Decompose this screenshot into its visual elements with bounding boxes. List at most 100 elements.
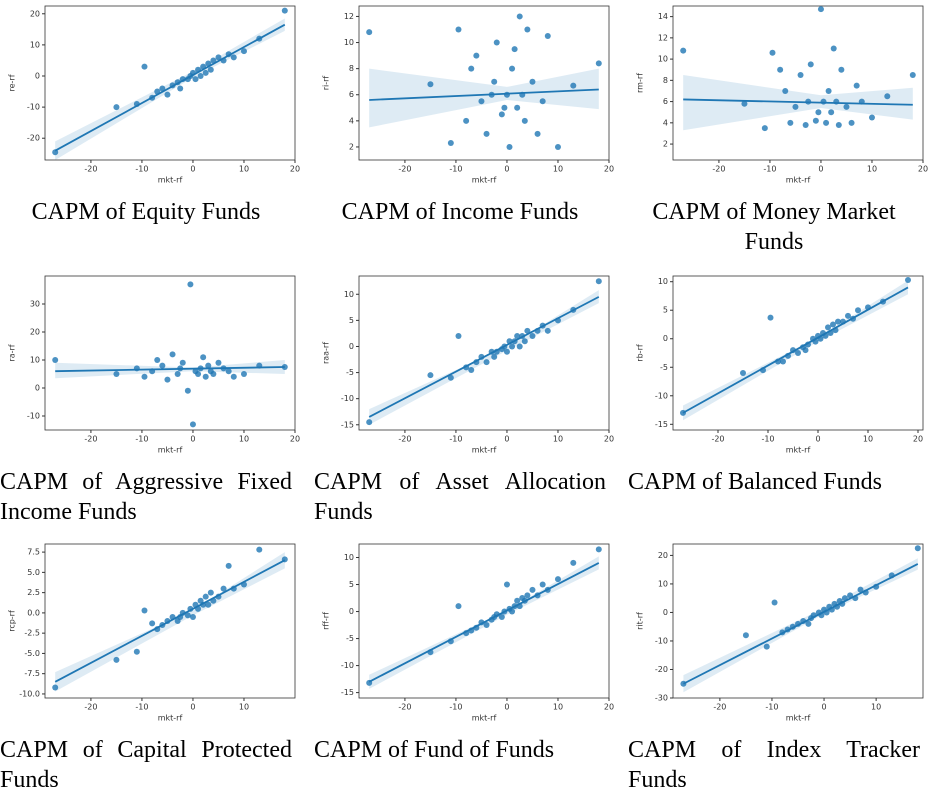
x-tick-label: -10	[449, 435, 462, 444]
y-tick-label: 10	[30, 40, 40, 49]
x-tick-label: -10	[761, 435, 774, 444]
scatter-chart: -20 -10 0 10 20 2 4 6 8 10 12 14 mkt-rf rm-rf	[636, 5, 928, 185]
scatter-point	[220, 585, 227, 592]
scatter-point	[825, 324, 831, 331]
y-tick-label: 0	[35, 384, 40, 393]
y-tick-label: 0	[35, 72, 40, 81]
scatter-chart: -20 -10 0 10 -10.0 -7.5 -5.0 -2.5 0.0 2.5 5.0 7.5 mk…	[8, 543, 296, 723]
plot-frame	[358, 543, 610, 699]
y-tick-label: 6	[349, 90, 354, 99]
x-tick-label: 10	[871, 703, 881, 712]
plot-frame	[44, 275, 296, 431]
y-tick-label: 10	[30, 356, 40, 365]
chart-cell: -20 -10 0 10 20 -10 0 10 20 30 mkt-rf ra-rf CAPM of …	[0, 270, 314, 538]
y-tick-label: -10	[341, 394, 354, 403]
chart-caption: CAPM of Capital Protected Funds	[0, 737, 292, 793]
scatter-point	[154, 357, 161, 363]
scatter-point	[514, 104, 521, 111]
confidence-band	[55, 18, 285, 161]
scatter-point	[815, 109, 822, 116]
scatter-point	[554, 576, 561, 583]
scatter-point	[817, 6, 824, 13]
scatter-point	[225, 562, 232, 569]
scatter-point	[192, 76, 199, 83]
y-tick-label: 10	[658, 55, 668, 64]
scatter-point	[914, 545, 921, 552]
chart-cell: -20 -10 0 10 -10.0 -7.5 -5.0 -2.5 0.0 2.5 5.0 7.5 mk…	[0, 538, 314, 804]
scatter-point	[366, 29, 373, 36]
scatter-point	[521, 338, 528, 345]
scatter-point	[483, 622, 490, 629]
scatter-point	[177, 85, 184, 92]
x-tick-label: 0	[818, 165, 823, 174]
scatter-point	[366, 419, 373, 426]
x-axis-label: mkt-rf	[158, 446, 183, 455]
x-tick-label: 0	[504, 165, 509, 174]
y-axis-label: rm-rf	[636, 73, 645, 93]
scatter-point	[763, 643, 770, 650]
y-tick-label: 0	[349, 607, 354, 616]
y-tick-label: 10	[344, 553, 354, 562]
scatter-point	[855, 307, 861, 314]
scatter-point	[771, 599, 778, 606]
regression-line	[369, 88, 599, 101]
y-tick-label: 2	[349, 142, 354, 151]
scatter-point	[534, 130, 541, 137]
scatter-point	[595, 546, 602, 553]
scatter-point	[802, 121, 809, 128]
y-tick-label: -15	[341, 688, 354, 697]
scatter-point	[769, 49, 776, 56]
x-axis-label: mkt-rf	[472, 176, 497, 185]
chart-caption: CAPM of Balanced Funds	[628, 469, 882, 495]
scatter-point	[516, 343, 523, 350]
scatter-point	[514, 333, 521, 340]
scatter-point	[113, 656, 120, 663]
y-axis-label: ri-rf	[322, 76, 331, 91]
scatter-chart: -20 -10 0 10 20 -15 -10 -5 0 5 10 mkt-rf rb-rf	[636, 275, 924, 455]
scatter-point	[447, 140, 454, 147]
x-tick-label: -20	[712, 165, 725, 174]
y-tick-label: 4	[663, 118, 668, 127]
scatter-point	[202, 69, 209, 76]
scatter-point	[868, 114, 875, 121]
y-tick-label: -10	[655, 636, 668, 645]
y-tick-label: 10	[658, 277, 668, 286]
scatter-point	[240, 48, 247, 55]
x-axis-label: mkt-rf	[786, 446, 811, 455]
scatter-point	[830, 321, 836, 328]
x-tick-label: 10	[553, 435, 563, 444]
scatter-point	[240, 371, 247, 377]
chart-caption: CAPM of Income Funds	[341, 199, 579, 225]
y-tick-label: 20	[658, 551, 668, 560]
y-tick-label: -5	[660, 363, 668, 372]
scatter-point	[680, 47, 687, 54]
scatter-point	[740, 369, 746, 376]
y-tick-label: -10	[655, 391, 668, 400]
scatter-point	[503, 348, 510, 355]
scatter-point	[225, 368, 232, 375]
y-tick-label: -20	[655, 665, 668, 674]
scatter-point	[511, 46, 518, 53]
x-tick-label: 10	[867, 165, 877, 174]
y-tick-label: -15	[341, 420, 354, 429]
x-tick-label: 10	[239, 435, 249, 444]
scatter-point	[159, 85, 166, 92]
scatter-point	[830, 45, 837, 52]
scatter-chart: -20 -10 0 10 20 -15 -10 -5 0 5 10 mkt-rf rff-rf	[322, 543, 614, 723]
scatter-point	[179, 359, 186, 366]
scatter-point	[805, 620, 812, 627]
scatter-point	[521, 117, 528, 124]
scatter-point	[498, 613, 505, 620]
y-tick-label: 7.5	[27, 548, 40, 557]
scatter-point	[514, 597, 521, 604]
scatter-point	[210, 57, 217, 64]
scatter-point	[780, 358, 786, 365]
scatter-point	[215, 54, 222, 61]
chart-cell: -20 -10 0 10 20 -15 -10 -5 0 5 10 mkt-rf raa-rf CAPM …	[314, 270, 628, 538]
regression-line	[368, 562, 600, 683]
scatter-point	[544, 327, 551, 334]
y-tick-label: -10	[27, 412, 40, 421]
x-tick-label: -10	[449, 703, 462, 712]
y-axis-label: rit-rf	[636, 612, 645, 630]
